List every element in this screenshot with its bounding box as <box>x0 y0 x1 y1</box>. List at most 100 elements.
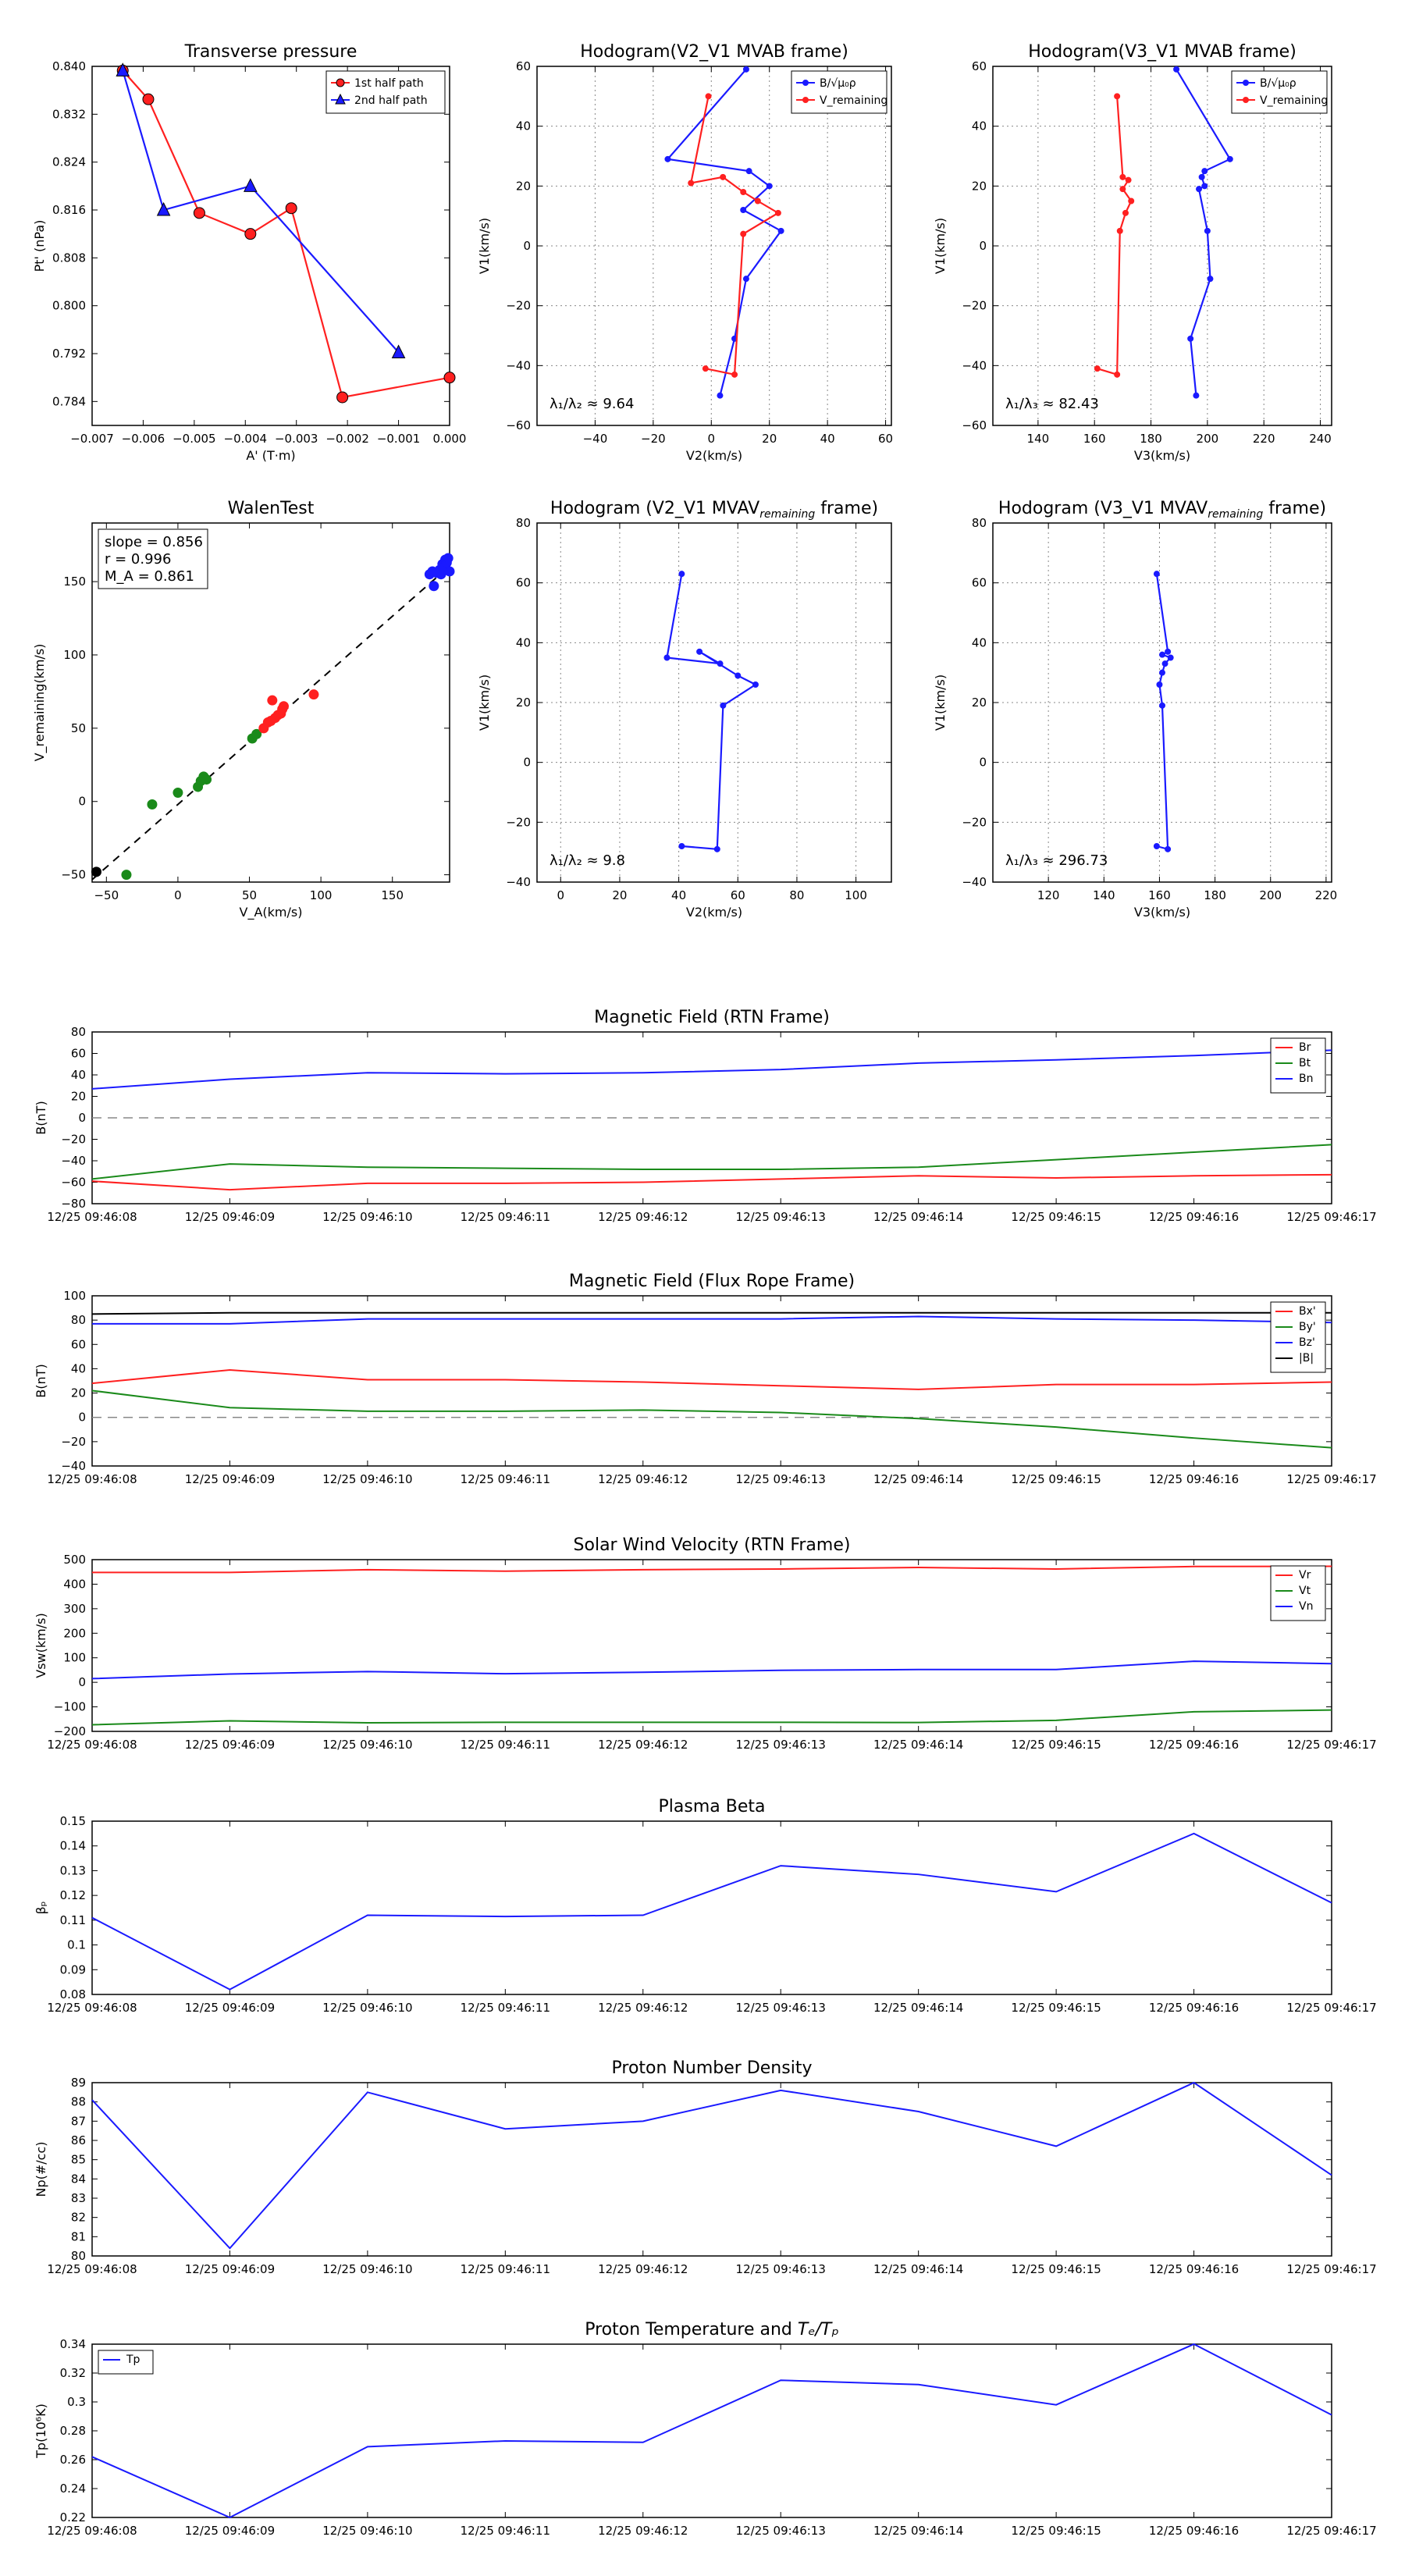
legend-label: Bz' <box>1299 1336 1315 1349</box>
chart-title-text: Proton Temperature and <box>585 2320 798 2339</box>
x-tick-label: 100 <box>310 888 333 902</box>
data-point <box>308 689 319 700</box>
y-tick-label: 60 <box>516 59 531 73</box>
data-point <box>713 845 720 852</box>
y-tick-label: 50 <box>71 721 86 735</box>
x-tick-label: 12/25 09:46:12 <box>598 1472 688 1486</box>
series-line <box>91 1709 1332 1726</box>
y-tick-label: −40 <box>506 875 531 889</box>
y-tick-label: 0.792 <box>52 347 86 361</box>
y-tick-label: 60 <box>71 1047 86 1061</box>
y-tick-label: 40 <box>71 1361 86 1375</box>
x-tick-label: 12/25 09:46:14 <box>873 1738 963 1752</box>
chart-title: Proton Temperature and Tₑ/Tₚ <box>585 2320 839 2339</box>
x-tick-label: 20 <box>612 888 627 902</box>
y-tick-label: 83 <box>71 2191 86 2205</box>
x-axis-label: V3(km/s) <box>1134 448 1190 463</box>
legend-box <box>325 70 446 114</box>
x-tick-label: 12/25 09:46:14 <box>873 2524 963 2538</box>
chart-title-tail: frame) <box>815 499 878 518</box>
series-line <box>91 1389 1332 1449</box>
y-tick-label: 20 <box>516 179 531 193</box>
y-tick-label: 100 <box>63 1289 86 1303</box>
x-tick-label: 12/25 09:46:14 <box>873 2001 963 2015</box>
x-tick-label: 12/25 09:46:14 <box>873 1472 963 1486</box>
x-tick-label: 160 <box>1148 888 1171 902</box>
data-point <box>752 681 759 688</box>
legend-label: Bt <box>1299 1057 1311 1069</box>
y-tick-label: 0 <box>78 1411 86 1425</box>
y-tick-label: 87 <box>71 2114 86 2128</box>
x-tick-label: 60 <box>878 432 893 446</box>
y-tick-label: 0.824 <box>52 155 86 169</box>
data-point <box>696 648 703 655</box>
y-tick-label: −20 <box>506 299 531 313</box>
data-point <box>285 202 297 215</box>
chart-title: Hodogram (V3_V1 MVAVremaining frame) <box>998 499 1326 521</box>
y-tick-label: 0.808 <box>52 251 86 265</box>
y-tick-label: 85 <box>71 2153 86 2167</box>
data-point <box>1125 176 1132 183</box>
x-tick-label: 12/25 09:46:10 <box>322 2001 412 2015</box>
y-tick-label: −50 <box>61 868 86 882</box>
chart-bmag: Magnetic Field (RTN Frame) 12/25 09:46:08… <box>34 1008 1377 1224</box>
y-axis-label: Pt' (nPa) <box>32 220 47 272</box>
axes-frame <box>91 2082 1332 2257</box>
x-tick-label: 12/25 09:46:11 <box>461 1210 550 1224</box>
x-tick-label: −0.004 <box>224 432 268 446</box>
chart-title-text: Hodogram (V3_V1 MVAV <box>998 499 1208 518</box>
y-tick-label: 100 <box>63 648 86 662</box>
data-point <box>429 581 439 592</box>
data-point <box>740 230 747 237</box>
y-tick-label: −60 <box>61 1176 86 1190</box>
x-tick-label: 12/25 09:46:17 <box>1286 1738 1376 1752</box>
series-line <box>91 1144 1332 1180</box>
data-point <box>444 566 455 577</box>
y-tick-label: −40 <box>61 1154 86 1168</box>
data-point <box>1173 66 1180 73</box>
eigenvalue-ratio-annotation: λ₁/λ₂ ≈ 9.64 <box>550 396 634 412</box>
chart-vsw: Solar Wind Velocity (RTN Frame) 12/25 09:… <box>34 1535 1377 1752</box>
x-tick-label: 12/25 09:46:15 <box>1011 1738 1101 1752</box>
series-line <box>689 96 781 376</box>
chart-beta: Plasma Beta 12/25 09:46:08 12/25 09:46:09 1… <box>34 1797 1377 2015</box>
x-tick-label: 12/25 09:46:17 <box>1286 2262 1376 2276</box>
y-tick-label: 0 <box>523 756 531 770</box>
x-tick-label: 12/25 09:46:12 <box>598 1210 688 1224</box>
y-tick-label: 80 <box>516 516 531 530</box>
x-tick-label: 12/25 09:46:08 <box>47 2262 137 2276</box>
legend-label: Vt <box>1299 1585 1311 1597</box>
x-tick-label: 12/25 09:46:09 <box>185 2262 275 2276</box>
x-tick-label: 12/25 09:46:14 <box>873 2262 963 2276</box>
x-tick-label: 12/25 09:46:17 <box>1286 1210 1376 1224</box>
data-point <box>1243 80 1249 86</box>
data-point-triangle <box>156 201 171 216</box>
chart-title-text: Hodogram (V2_V1 MVAV <box>550 499 759 518</box>
legend-label: Br <box>1299 1041 1311 1054</box>
x-tick-label: −0.006 <box>122 432 165 446</box>
data-point <box>1243 97 1249 103</box>
data-point <box>443 372 456 384</box>
data-point <box>742 276 749 283</box>
y-tick-label: 400 <box>63 1577 86 1591</box>
y-tick-label: −20 <box>61 1133 86 1147</box>
y-tick-label: 0.12 <box>60 1888 86 1902</box>
y-tick-label: 40 <box>516 635 531 649</box>
stats-text: M_A = 0.861 <box>105 568 194 585</box>
y-tick-label: 80 <box>71 1313 86 1327</box>
data-point <box>731 371 738 378</box>
y-tick-label: 89 <box>71 2076 86 2090</box>
y-tick-label: 0.24 <box>60 2482 86 2496</box>
y-axis-label: Tp(10⁶K) <box>34 2403 48 2459</box>
stats-text: r = 0.996 <box>105 551 171 568</box>
data-point <box>702 365 709 372</box>
x-tick-label: 200 <box>1259 888 1282 902</box>
axes-frame <box>91 1559 1332 1732</box>
x-tick-label: 12/25 09:46:12 <box>598 2001 688 2015</box>
eigenvalue-ratio-annotation: λ₁/λ₂ ≈ 9.8 <box>550 852 625 869</box>
data-point <box>251 728 262 739</box>
data-point <box>740 207 747 213</box>
x-tick-label: 12/25 09:46:15 <box>1011 1210 1101 1224</box>
y-tick-label: 0.13 <box>60 1863 86 1877</box>
x-tick-label: 12/25 09:46:08 <box>47 1210 137 1224</box>
